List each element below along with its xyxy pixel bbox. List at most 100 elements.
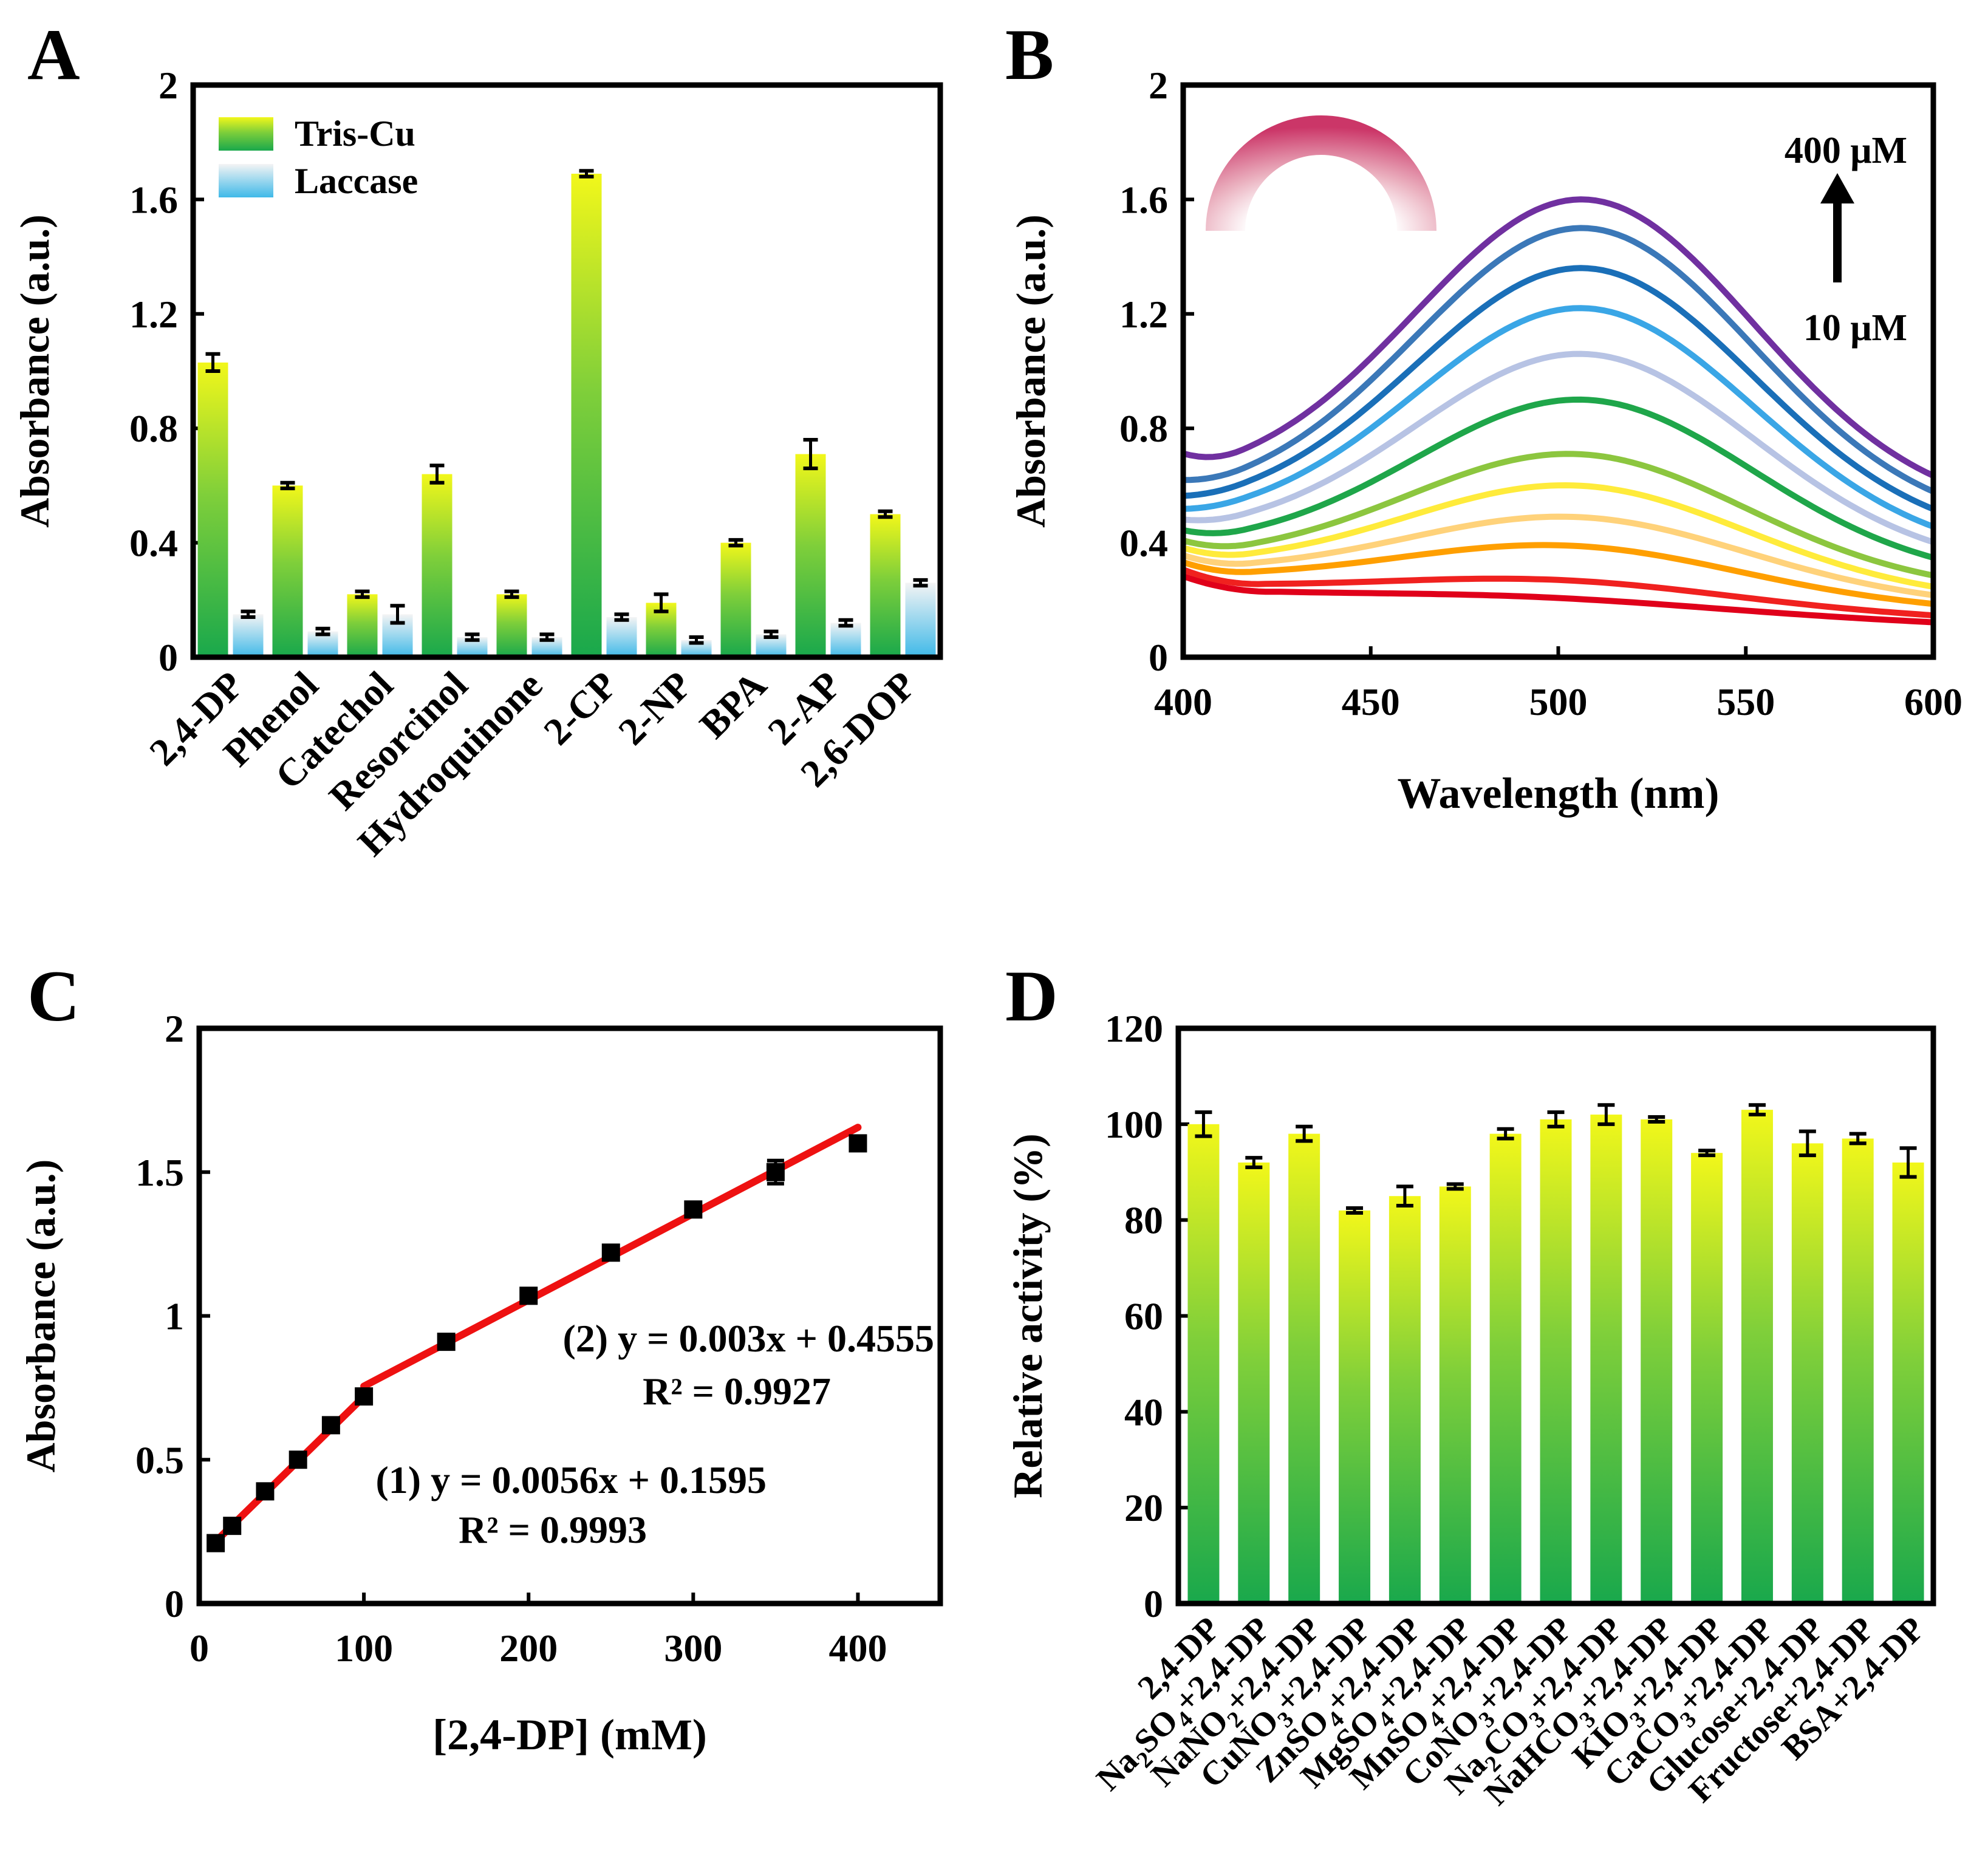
b-x-tick-label: 600 [1904,680,1962,723]
a-category-label: 2-NP [610,663,700,753]
tris-cu-bar [347,594,378,657]
d-y-tick-label: 20 [1124,1486,1163,1529]
panel-label-a: A [27,14,80,95]
laccase-bar [830,623,861,657]
b-y-tick-label: 1.2 [1119,293,1168,336]
laccase-bar [606,617,637,657]
legend-swatch-laccase [219,164,273,197]
relative-activity-bar [1489,1133,1522,1604]
c-y-tick-label: 0 [165,1582,184,1625]
a-y-axis-title: Absorbance (a.u.) [12,214,58,528]
a-y-tick-label: 0.8 [129,407,178,450]
relative-activity-bar [1791,1143,1823,1604]
c-x-tick-label: 0 [190,1627,209,1670]
tris-cu-bar [795,454,826,657]
spectrum-line [1182,567,1934,619]
d-y-tick-label: 40 [1124,1390,1163,1433]
a-category-label: BPA [691,663,774,746]
tris-cu-bar [870,514,901,657]
relative-activity-bar [1187,1124,1220,1604]
a-y-tick-label: 0.4 [129,522,178,565]
a-y-tick-label: 0 [159,636,178,679]
spectrum-line [1183,225,1935,494]
d-y-tick-label: 60 [1124,1295,1163,1338]
c-y-tick-label: 2 [165,1007,184,1050]
c-y-axis-title: Absorbance (a.u.) [18,1160,64,1473]
b-y-tick-label: 0.8 [1119,407,1168,450]
vial-photo [1206,115,1436,231]
d-plot-frame [1175,1025,1936,1607]
a-category-label: 2-CP [535,663,625,753]
b-y-tick-label: 2 [1149,64,1168,107]
relative-activity-bar [1288,1133,1320,1604]
b-x-tick-label: 550 [1716,680,1775,723]
panel-b-spectra-chart: 0 0.4 0.8 1.2 1.6 2 400 450 500 550 600 Wavelength … [1008,64,1962,818]
d-y-tick-label: 0 [1144,1582,1163,1625]
relative-activity-bar [1540,1119,1572,1604]
c-plot-frame [196,1025,943,1607]
tris-cu-bar [272,485,303,657]
annotation-high-concentration: 400 μM [1785,130,1907,171]
b-x-tick-label: 400 [1154,680,1212,723]
c-x-tick-label: 100 [335,1627,393,1670]
b-y-tick-label: 0.4 [1119,522,1168,565]
b-y-tick-label: 0 [1149,636,1168,679]
a-y-tick-label: 1.2 [129,293,178,336]
relative-activity-bar [1389,1196,1421,1604]
spectrum-line [1182,513,1934,598]
laccase-bar [905,582,936,657]
fit-1-r-squared: R² = 0.9993 [459,1508,647,1551]
tris-cu-bar [422,474,453,657]
panel-label-d: D [1005,955,1058,1036]
fit-1-equation: (1) y = 0.0056x + 0.1595 [375,1458,767,1501]
b-y-tick-label: 1.6 [1119,178,1168,221]
b-x-tick-label: 450 [1342,680,1400,723]
d-y-tick-label: 100 [1105,1103,1163,1146]
panel-label-b: B [1005,14,1054,95]
legend-swatch-tris-cu [219,117,273,151]
relative-activity-bar [1641,1119,1673,1604]
laccase-bar [233,614,264,657]
a-y-tick-label: 1.6 [129,178,178,221]
c-y-tick-label: 1 [165,1295,184,1338]
relative-activity-bar [1339,1210,1371,1604]
fit-2-r-squared: R² = 0.9927 [643,1370,831,1413]
a-y-tick-label: 2 [159,64,178,107]
relative-activity-bar [1590,1115,1622,1604]
d-y-tick-label: 120 [1105,1007,1163,1050]
spectrum-line [1183,350,1935,545]
b-y-axis-title: Absorbance (a.u.) [1008,214,1054,528]
b-x-tick-label: 500 [1529,680,1588,723]
c-y-tick-label: 0.5 [135,1438,184,1481]
spectrum-line [1183,305,1935,530]
concentration-arrowhead-icon [1820,173,1854,203]
b-x-axis-title: Wavelength (nm) [1398,769,1720,818]
relative-activity-bar [1238,1162,1270,1604]
d-y-axis-title: Relative activity (%) [1005,1133,1051,1498]
b-plot-frame [1180,82,1936,660]
tris-cu-bar [197,362,228,657]
c-x-tick-label: 300 [664,1627,722,1670]
c-x-axis-title: [2,4-DP] (mM) [432,1710,707,1759]
spectrum-line [1183,396,1935,561]
c-x-tick-label: 400 [828,1627,887,1670]
tris-cu-bar [720,542,751,657]
annotation-low-concentration: 10 μM [1803,307,1907,349]
legend-label-laccase: Laccase [295,161,418,201]
panel-d-interference-chart: 0204060801001202,4-DPNa2SO4+2,4-DPNaNO2+… [1005,1007,1936,1812]
legend-label-tris-cu: Tris-Cu [295,114,415,154]
a-plot-frame [190,82,943,660]
spectrum-line [1182,542,1934,607]
spectrum-line [1182,482,1934,590]
panel-label-c: C [27,955,80,1036]
relative-activity-bar [1892,1162,1924,1604]
c-x-tick-label: 200 [499,1627,558,1670]
tris-cu-bar [571,174,602,657]
spectrum-line [1182,573,1934,626]
relative-activity-bar [1439,1186,1471,1604]
relative-activity-bar [1691,1153,1723,1604]
spectrum-line [1182,451,1934,579]
spectrum-line [1182,196,1935,479]
relative-activity-bar [1741,1110,1773,1604]
